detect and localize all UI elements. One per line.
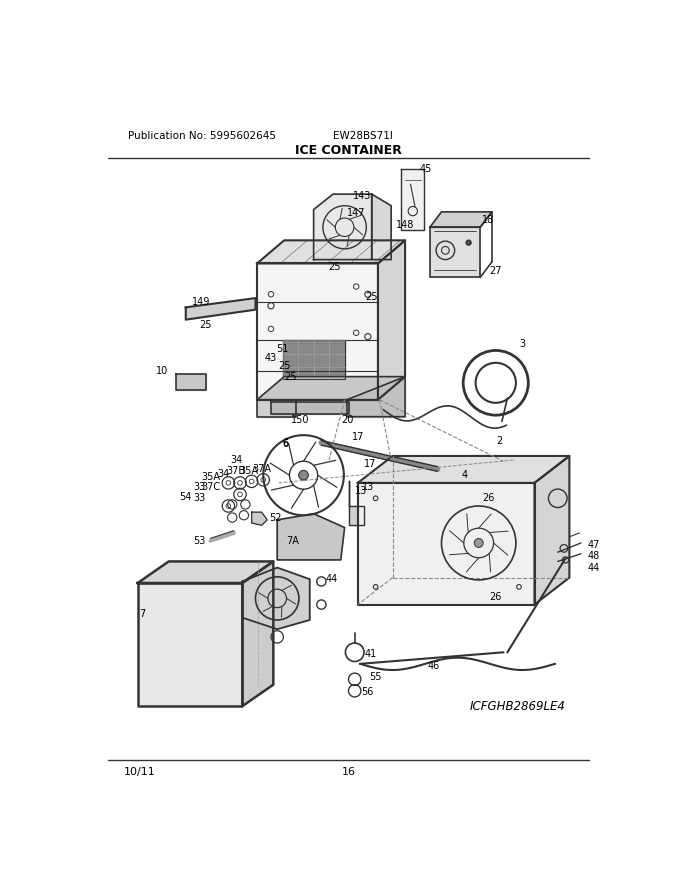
Text: 6: 6: [282, 439, 288, 450]
Polygon shape: [176, 373, 206, 391]
Polygon shape: [378, 240, 405, 400]
Text: 10: 10: [156, 366, 169, 377]
Circle shape: [466, 240, 471, 245]
Polygon shape: [242, 561, 273, 707]
Text: 7A: 7A: [286, 536, 299, 546]
Text: 45: 45: [420, 164, 432, 173]
Text: 56: 56: [362, 687, 374, 697]
Polygon shape: [137, 583, 242, 707]
Text: 18: 18: [482, 215, 494, 224]
Polygon shape: [347, 377, 405, 416]
Text: 34: 34: [230, 455, 242, 465]
Text: 47: 47: [588, 539, 600, 549]
Circle shape: [299, 471, 309, 480]
Text: 148: 148: [396, 220, 414, 230]
Circle shape: [474, 539, 483, 547]
Text: 25: 25: [200, 320, 212, 330]
Polygon shape: [534, 456, 569, 605]
Text: 37C: 37C: [201, 481, 220, 492]
Text: 55: 55: [369, 672, 382, 682]
Polygon shape: [372, 194, 391, 260]
Polygon shape: [257, 240, 405, 263]
Polygon shape: [257, 263, 378, 400]
Text: 33: 33: [194, 481, 206, 492]
Text: 37B: 37B: [226, 466, 245, 476]
Text: ICE CONTAINER: ICE CONTAINER: [295, 143, 402, 157]
Text: 34: 34: [217, 469, 229, 479]
Polygon shape: [257, 400, 296, 416]
Text: 33: 33: [194, 494, 206, 503]
Polygon shape: [277, 514, 345, 560]
Text: 35A: 35A: [201, 472, 220, 481]
Text: 150: 150: [291, 414, 309, 425]
Text: 46: 46: [428, 661, 440, 671]
Polygon shape: [242, 568, 310, 629]
Text: 41: 41: [364, 649, 376, 659]
Text: 25: 25: [328, 262, 341, 272]
Text: 6: 6: [282, 438, 288, 448]
Polygon shape: [257, 377, 405, 400]
Text: 3: 3: [520, 340, 526, 349]
Polygon shape: [271, 402, 348, 414]
Polygon shape: [313, 194, 372, 260]
Polygon shape: [137, 561, 273, 583]
Text: 44: 44: [325, 574, 337, 584]
Text: 20: 20: [341, 414, 353, 425]
Polygon shape: [430, 212, 492, 227]
Text: 25: 25: [284, 371, 296, 382]
Text: 53: 53: [194, 536, 206, 546]
Text: 26: 26: [490, 592, 502, 602]
Text: 43: 43: [265, 353, 277, 363]
Polygon shape: [283, 341, 345, 379]
Polygon shape: [358, 483, 534, 605]
Text: 4: 4: [462, 470, 468, 480]
Text: 10/11: 10/11: [124, 766, 156, 777]
Text: 25: 25: [279, 361, 291, 370]
Text: 13: 13: [362, 481, 374, 492]
Text: 37A: 37A: [252, 464, 271, 474]
Text: 26: 26: [482, 494, 494, 503]
Text: 27: 27: [490, 266, 502, 276]
Text: Publication No: 5995602645: Publication No: 5995602645: [128, 131, 275, 142]
Text: 25: 25: [366, 291, 378, 302]
Text: 149: 149: [192, 297, 210, 307]
Text: EW28BS71I: EW28BS71I: [333, 131, 393, 142]
Text: 7: 7: [139, 609, 146, 619]
Polygon shape: [252, 512, 267, 525]
Text: 2: 2: [496, 436, 503, 445]
Text: 17: 17: [352, 432, 364, 442]
Text: 147: 147: [347, 209, 366, 218]
Text: 44: 44: [588, 562, 600, 573]
Text: 54: 54: [180, 492, 192, 502]
Text: 51: 51: [277, 344, 289, 354]
Polygon shape: [358, 456, 569, 483]
Polygon shape: [430, 227, 480, 277]
Text: 17: 17: [364, 458, 377, 469]
Text: 16: 16: [341, 766, 356, 777]
Text: 143: 143: [354, 192, 372, 202]
Polygon shape: [401, 169, 424, 231]
Text: ICFGHB2869LE4: ICFGHB2869LE4: [470, 700, 566, 713]
Text: 35A: 35A: [240, 466, 259, 476]
Text: 48: 48: [588, 551, 600, 561]
Text: 13: 13: [355, 486, 367, 495]
Polygon shape: [186, 298, 256, 319]
Polygon shape: [348, 481, 364, 525]
Text: 52: 52: [269, 512, 282, 523]
